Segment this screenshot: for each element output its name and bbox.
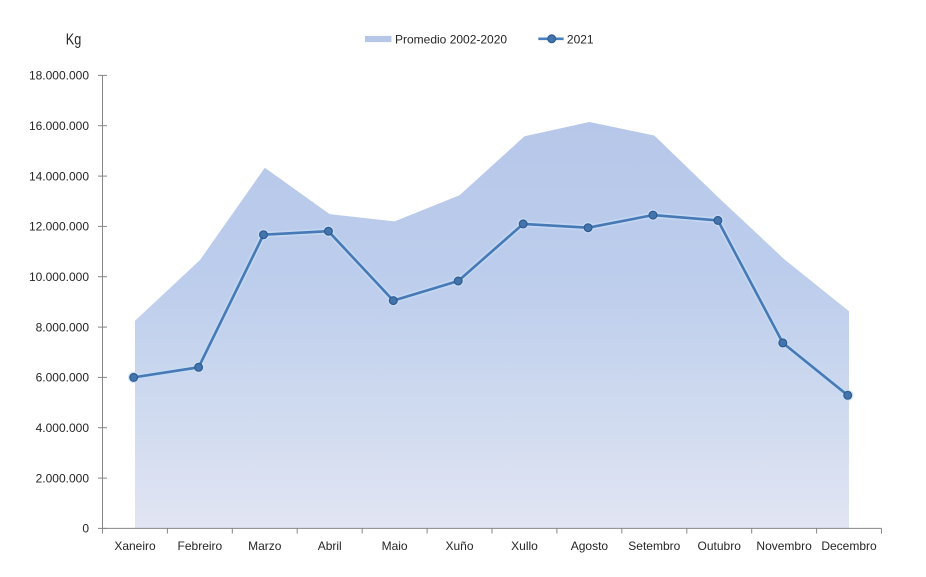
svg-text:2021: 2021 <box>567 33 594 47</box>
svg-text:Setembro: Setembro <box>628 539 680 553</box>
svg-text:6.000.000: 6.000.000 <box>36 371 90 385</box>
svg-text:Novembro: Novembro <box>756 539 812 553</box>
svg-text:2.000.000: 2.000.000 <box>36 471 90 485</box>
svg-text:12.000.000: 12.000.000 <box>29 220 89 234</box>
svg-text:Maio: Maio <box>382 539 408 553</box>
svg-text:Abril: Abril <box>318 539 342 553</box>
svg-text:Febreiro: Febreiro <box>178 539 223 553</box>
svg-text:16.000.000: 16.000.000 <box>29 119 89 133</box>
svg-text:Kg: Kg <box>66 32 82 49</box>
svg-text:Decembro: Decembro <box>821 539 877 553</box>
svg-text:Promedio 2002-2020: Promedio 2002-2020 <box>395 33 507 47</box>
svg-text:14.000.000: 14.000.000 <box>29 169 89 183</box>
svg-text:Agosto: Agosto <box>571 539 609 553</box>
svg-text:4.000.000: 4.000.000 <box>36 421 90 435</box>
svg-text:Xuño: Xuño <box>445 539 473 553</box>
svg-text:8.000.000: 8.000.000 <box>36 320 90 334</box>
svg-text:0: 0 <box>82 522 89 536</box>
svg-text:Xaneiro: Xaneiro <box>114 539 156 553</box>
svg-text:18.000.000: 18.000.000 <box>29 69 89 83</box>
svg-text:Xullo: Xullo <box>511 539 538 553</box>
svg-text:Outubro: Outubro <box>698 539 742 553</box>
svg-text:10.000.000: 10.000.000 <box>29 270 89 284</box>
svg-text:Marzo: Marzo <box>248 539 282 553</box>
